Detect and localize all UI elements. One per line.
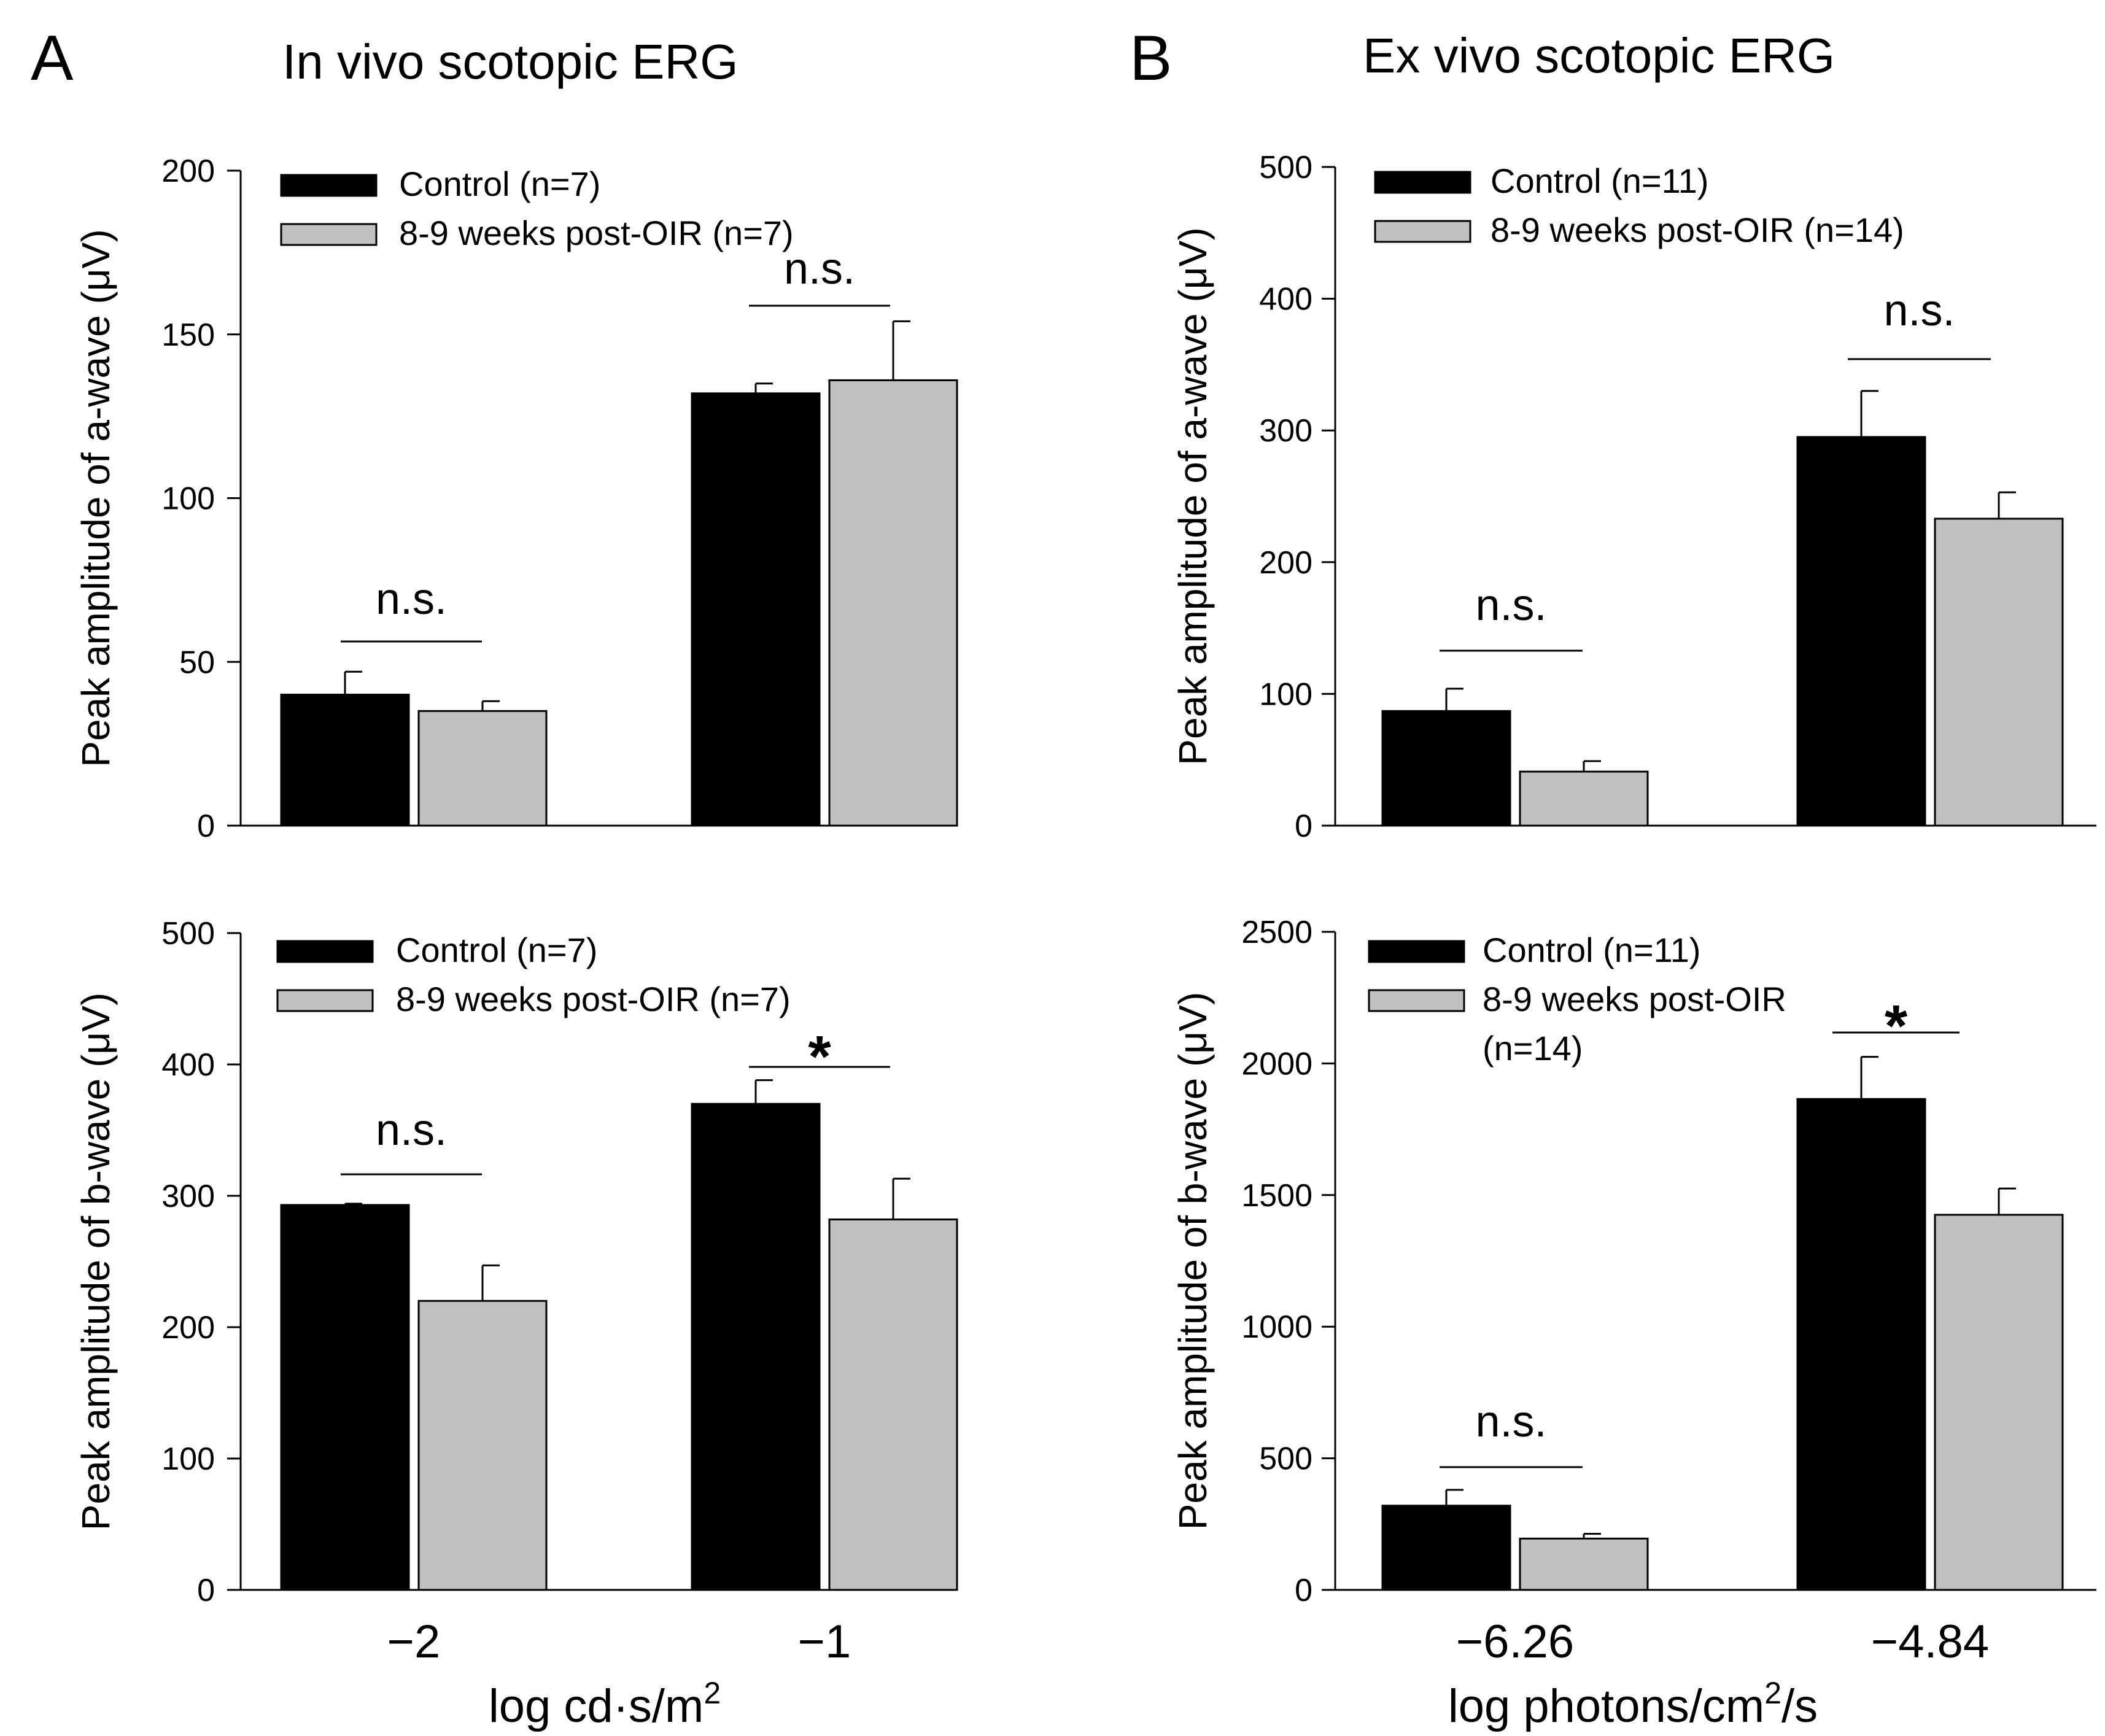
y-tick-label: 100 bbox=[1259, 676, 1312, 712]
legend-swatch-oir bbox=[276, 989, 374, 1012]
bar-control bbox=[691, 392, 821, 827]
y-tick-label: 100 bbox=[161, 481, 215, 517]
significance-label: n.s. bbox=[1475, 581, 1546, 630]
legend-swatch-oir bbox=[1368, 989, 1465, 1012]
legend-label: 8-9 weeks post-OIR bbox=[1483, 980, 1786, 1018]
y-tick-label: 50 bbox=[179, 645, 215, 680]
legend-label: Control (n=11) bbox=[1483, 931, 1700, 969]
y-tick-label: 150 bbox=[161, 317, 215, 353]
y-tick-label: 0 bbox=[197, 808, 215, 844]
bar-oir bbox=[828, 1219, 958, 1591]
x-axis-label-b: log photons/cm2/s bbox=[1448, 1676, 1818, 1732]
legend-label: Control (n=7) bbox=[396, 931, 597, 969]
legend-swatch-oir bbox=[280, 223, 378, 246]
legend-label: 8-9 weeks post-OIR (n=14) bbox=[1491, 211, 1904, 249]
bar-oir bbox=[1519, 1537, 1649, 1591]
y-tick-label: 0 bbox=[197, 1573, 215, 1608]
x-tick-label: −6.26 bbox=[1456, 1616, 1574, 1668]
y-tick-label: 0 bbox=[1295, 808, 1312, 844]
y-tick-label: 500 bbox=[1259, 150, 1312, 185]
legend-label: 8-9 weeks post-OIR (n=7) bbox=[396, 980, 791, 1018]
bar-oir bbox=[828, 379, 958, 827]
panel-b-letter: B bbox=[1130, 23, 1172, 94]
y-tick-label: 2500 bbox=[1241, 915, 1312, 950]
bar-control bbox=[1381, 710, 1511, 827]
bar-control bbox=[1796, 1098, 1926, 1591]
legend-swatch-control bbox=[276, 940, 374, 963]
significance-label: * bbox=[1885, 993, 1908, 1059]
y-tick-label: 500 bbox=[1259, 1441, 1312, 1477]
x-axis-label-a: log cd·s/m2 bbox=[489, 1676, 721, 1732]
x-tick-label: −4.84 bbox=[1871, 1616, 1989, 1668]
y-tick-label: 400 bbox=[161, 1047, 215, 1083]
significance-label: * bbox=[808, 1024, 831, 1090]
bar-control bbox=[280, 1204, 410, 1591]
y-tick-label: 400 bbox=[1259, 282, 1312, 317]
y-tick-label: 0 bbox=[1295, 1573, 1312, 1608]
panel-a-letter: A bbox=[31, 23, 74, 94]
bar-control bbox=[1796, 436, 1926, 827]
significance-label: n.s. bbox=[1883, 286, 1955, 335]
y-tick-label: 500 bbox=[161, 916, 215, 951]
legend-label: Control (n=7) bbox=[399, 165, 600, 203]
bar-oir bbox=[417, 710, 548, 827]
y-tick-label: 300 bbox=[1259, 413, 1312, 449]
significance-label: n.s. bbox=[784, 244, 855, 293]
legend-swatch-control bbox=[280, 174, 378, 197]
significance-label: n.s. bbox=[376, 575, 447, 624]
y-tick-label: 1500 bbox=[1241, 1178, 1312, 1214]
bar-control bbox=[691, 1102, 821, 1591]
significance-label: n.s. bbox=[376, 1106, 447, 1155]
significance-label: n.s. bbox=[1475, 1397, 1546, 1446]
legend-label: (n=14) bbox=[1483, 1029, 1583, 1068]
y-tick-label: 1000 bbox=[1241, 1309, 1312, 1345]
y-tick-label: 2000 bbox=[1241, 1046, 1312, 1082]
legend-swatch-control bbox=[1374, 171, 1471, 194]
y-axis-label: Peak amplitude of b-wave (μV) bbox=[1171, 992, 1215, 1530]
bar-oir bbox=[1934, 1214, 2064, 1591]
chart-b-bottom: 0 500 1000 1500 2000 2500 Peak amplitude of b-… bbox=[1171, 915, 2096, 1668]
legend-label: Control (n=11) bbox=[1491, 161, 1708, 200]
legend-swatch-control bbox=[1368, 940, 1465, 963]
panel-b-title: Ex vivo scotopic ERG bbox=[1363, 28, 1835, 83]
y-axis-label: Peak amplitude of a-wave (μV) bbox=[74, 229, 118, 767]
x-tick-label: −1 bbox=[798, 1616, 851, 1668]
y-tick-label: 200 bbox=[1259, 545, 1312, 581]
y-tick-label: 200 bbox=[161, 1310, 215, 1346]
x-tick-label: −2 bbox=[387, 1616, 441, 1668]
y-tick-label: 300 bbox=[161, 1179, 215, 1214]
bar-control bbox=[280, 694, 410, 827]
legend-label: 8-9 weeks post-OIR (n=7) bbox=[399, 214, 794, 252]
chart-a-bottom: 0 100 200 300 400 500 Peak amplitude of b-wave… bbox=[74, 916, 958, 1668]
y-axis-label: Peak amplitude of b-wave (μV) bbox=[74, 993, 118, 1530]
panel-a-title: In vivo scotopic ERG bbox=[282, 34, 738, 89]
legend-swatch-oir bbox=[1374, 220, 1471, 243]
chart-a-top: 0 50 100 150 200 Peak amplitude of a-wave (μV… bbox=[74, 153, 958, 844]
bar-control bbox=[1381, 1505, 1511, 1591]
y-tick-label: 200 bbox=[161, 153, 215, 189]
bar-oir bbox=[1934, 517, 2064, 827]
bar-oir bbox=[417, 1300, 548, 1591]
chart-b-top: 0 100 200 300 400 500 Peak amplitude of a-wave… bbox=[1171, 150, 2096, 844]
bar-oir bbox=[1519, 770, 1649, 827]
y-axis-label: Peak amplitude of a-wave (μV) bbox=[1171, 227, 1215, 765]
y-tick-label: 100 bbox=[161, 1441, 215, 1477]
